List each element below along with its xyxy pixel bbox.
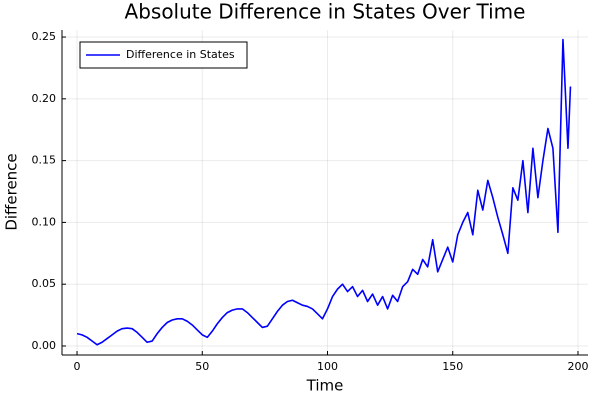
- x-tick-label: 100: [317, 360, 338, 373]
- y-tick-label: 0.05: [32, 277, 57, 290]
- x-tick-label: 0: [74, 360, 81, 373]
- y-tick-label: 0.10: [32, 215, 57, 228]
- y-tick-label: 0.25: [32, 30, 57, 43]
- y-tick-label: 0.00: [32, 339, 57, 352]
- data-line: [76, 38, 572, 346]
- x-tick-label: 50: [195, 360, 209, 373]
- x-axis-label: Time: [306, 377, 344, 395]
- chart-title: Absolute Difference in States Over Time: [125, 0, 526, 24]
- x-tick-label: 200: [567, 360, 588, 373]
- x-tick-label: 150: [442, 360, 463, 373]
- y-axis-label: Difference: [3, 153, 21, 230]
- y-tick-label: 0.20: [32, 92, 57, 105]
- y-tick-label: 0.15: [32, 154, 57, 167]
- legend-label: Difference in States: [126, 48, 235, 61]
